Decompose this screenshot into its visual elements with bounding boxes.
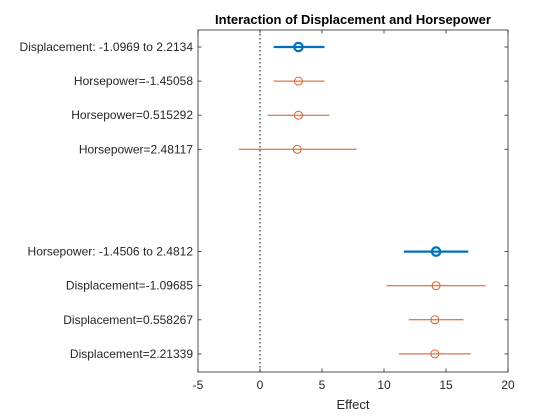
- effect-rows: Displacement: -1.0969 to 2.2134 Horsepowe…: [20, 40, 508, 361]
- estimate-marker-7: [430, 349, 440, 359]
- x-tick-label-0: -5: [193, 378, 204, 392]
- estimate-marker-0: [293, 41, 304, 53]
- estimate-marker-2: [293, 110, 303, 120]
- row-label-3: Horsepower=2.48117: [79, 142, 194, 156]
- x-axis-label: Effect: [336, 397, 369, 412]
- row-label-0: Displacement: -1.0969 to 2.2134: [20, 40, 194, 54]
- x-tick-label-3: 10: [377, 378, 391, 392]
- x-tick-label-2: 5: [319, 378, 326, 392]
- chart-title: Interaction of Displacement and Horsepow…: [215, 12, 491, 27]
- plot-area: [197, 29, 509, 373]
- x-axis-ticks: -5 0 5 10 15 20: [193, 30, 515, 392]
- x-tick-label-4: 15: [439, 378, 453, 392]
- estimate-marker-6: [430, 315, 440, 325]
- row-label-4: Horsepower: -1.4506 to 2.4812: [28, 245, 194, 259]
- row-label-6: Displacement=0.558267: [63, 313, 193, 327]
- estimate-marker-5: [431, 281, 441, 291]
- estimate-marker-3: [292, 144, 302, 154]
- row-label-2: Horsepower=0.515292: [71, 108, 193, 122]
- estimate-marker-4: [430, 246, 442, 257]
- x-tick-label-5: 20: [501, 378, 515, 392]
- row-label-1: Horsepower=-1.45058: [74, 74, 193, 88]
- estimate-marker-1: [293, 76, 303, 86]
- x-tick-label-1: 0: [257, 378, 264, 392]
- row-label-5: Displacement=-1.09685: [66, 279, 193, 293]
- row-label-7: Displacement=2.21339: [70, 347, 193, 361]
